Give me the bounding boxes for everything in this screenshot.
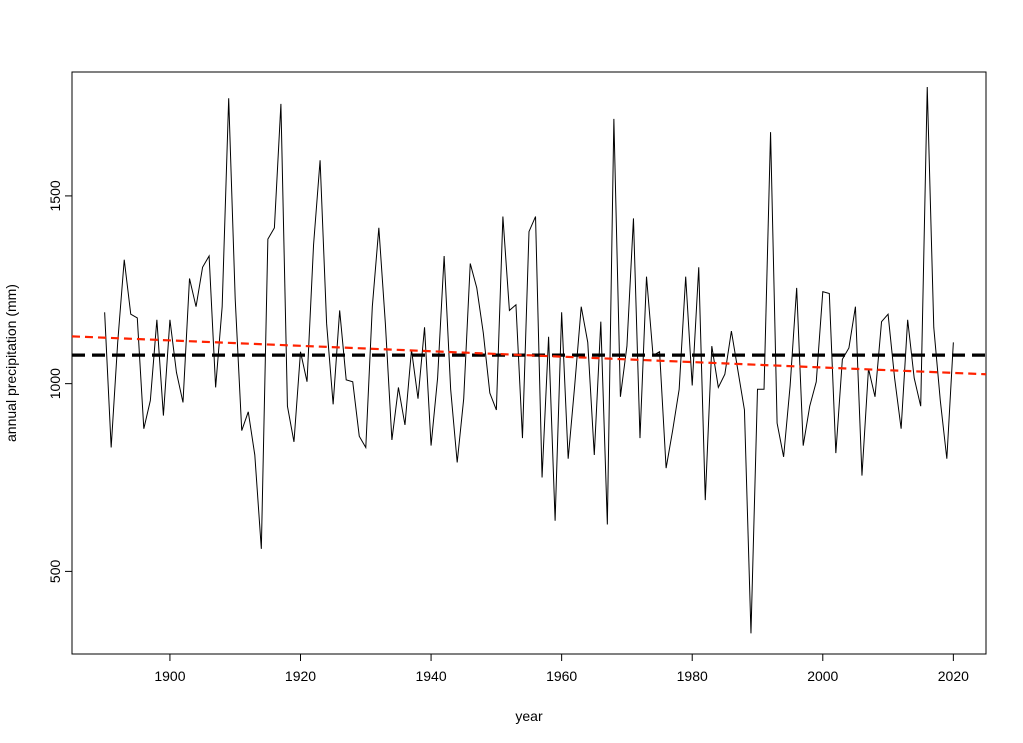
series-layer: [71, 87, 987, 634]
plot-frame: [71, 71, 987, 655]
x-tick-label: 2000: [807, 668, 838, 684]
x-tick-label: 1900: [154, 668, 185, 684]
x-tick-label: 1940: [415, 668, 446, 684]
y-axis: 500 1000 1500: [47, 180, 72, 583]
y-tick-label: 1000: [47, 368, 63, 399]
precipitation-series-line: [104, 87, 954, 634]
trend-line: [71, 335, 987, 376]
x-axis-title: year: [515, 708, 543, 724]
x-tick-label: 1920: [285, 668, 316, 684]
x-tick-label: 1980: [677, 668, 708, 684]
x-tick-label: 2020: [938, 668, 969, 684]
y-tick-label: 500: [47, 560, 63, 584]
x-tick-label: 1960: [546, 668, 577, 684]
y-tick-label: 1500: [47, 180, 63, 211]
x-axis: 1900 1920 1940 1960 1980 2000 2020: [154, 654, 969, 684]
y-axis-title: annual precipitation (mm): [3, 284, 19, 442]
